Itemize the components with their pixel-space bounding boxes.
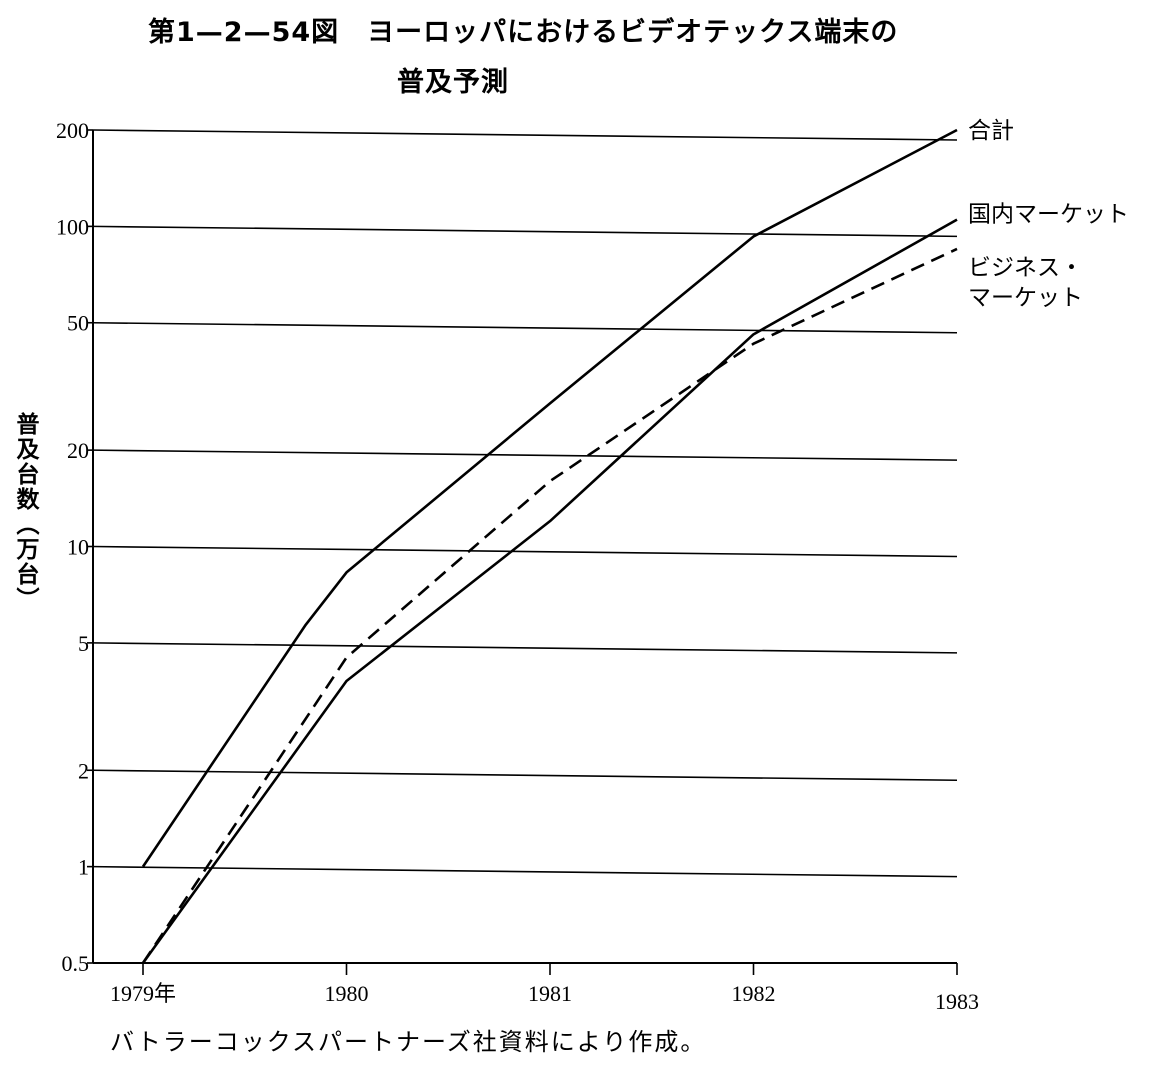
x-tick-label-1: 1980 [325,981,369,1006]
y-tick-label-7: 100 [56,214,89,239]
title-line-1: 第1—2—54図 ヨーロッパにおけるビデオテックス端末の [148,17,899,48]
x-tick-label-0: 1979年 [110,981,176,1006]
gridline-y-6 [92,321,958,334]
series-label-1: 国内マーケット [968,202,1129,228]
y-tick-label-3: 5 [78,631,89,656]
y-tick-label-0: 0.5 [62,951,90,976]
y-tick-label-8: 200 [56,118,89,143]
gridline-y-3 [92,642,958,654]
gridline-y-2 [92,769,958,782]
series-line-2 [141,247,958,964]
y-tick-label-5: 20 [67,438,89,463]
y-tick-label-6: 50 [67,311,89,336]
series-label-2-1: マーケット [968,285,1083,311]
y-tick-label-4: 10 [67,535,89,560]
gridline-y-4 [92,545,958,558]
gridline-y-5 [92,449,958,461]
gridline-y-7 [92,225,958,238]
series-label-2-0: ビジネス・ [968,255,1083,281]
gridline-y-1 [92,865,958,878]
series-label-0: 合計 [968,118,1014,144]
x-tick-label-2: 1981 [528,981,572,1006]
y-tick-label-2: 2 [78,758,89,783]
source-note: バトラーコックスパートナーズ社資料により作成。 [110,1028,707,1056]
y-tick-label-1: 1 [78,855,89,880]
title-line-2: 普及予測 [397,67,509,98]
y-axis-label: 普及台数（万台） [12,412,38,612]
gridline-y-8 [92,129,958,141]
x-tick-label-3: 1982 [732,981,776,1006]
x-tick-label-4: 1983 [935,989,979,1014]
series-line-0 [141,128,958,868]
